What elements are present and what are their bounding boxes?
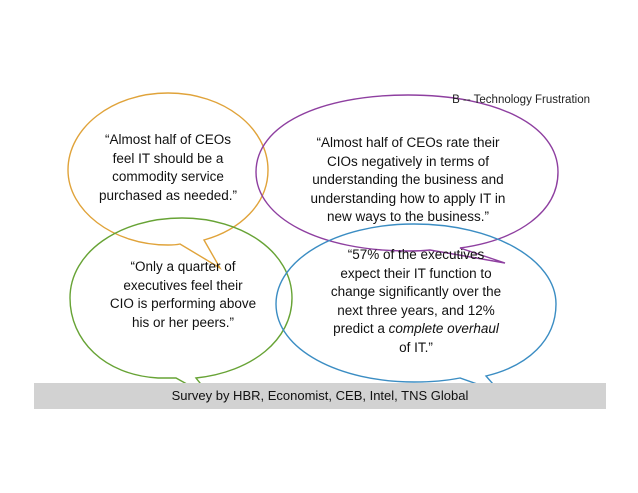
bubble-line: new ways to the business.” xyxy=(326,209,490,224)
bubble-text-percent-executives: “57% of the executives expect their IT f… xyxy=(306,246,526,357)
bubble-line: expect their IT function to xyxy=(340,265,492,281)
bubble-text-ceos-rate-cios: “Almost half of CEOs rate their CIOs neg… xyxy=(286,134,530,227)
bubble-line: executives feel their xyxy=(123,277,243,293)
footer-bar: Survey by HBR, Economist, CEB, Intel, TN… xyxy=(34,383,606,409)
bubble-line: “Only a quarter of xyxy=(130,259,236,274)
speech-bubble-blue xyxy=(275,223,557,394)
bubble-line: feel IT should be a xyxy=(112,150,224,166)
slide-title: B -- Technology Frustration xyxy=(452,94,590,106)
bubble-text-quarter-executives: “Only a quarter of executives feel their… xyxy=(88,258,278,332)
bubble-line-emphasis: predict a complete overhaul xyxy=(333,321,499,336)
bubble-line: change significantly over the xyxy=(330,284,502,299)
bubble-line: understanding how to apply IT in xyxy=(310,190,506,206)
bubble-line: “57% of the executives xyxy=(347,247,485,262)
speech-bubble-purple xyxy=(255,94,559,264)
bubble-line: understanding the business and xyxy=(312,172,504,187)
footer-source-text: Survey by HBR, Economist, CEB, Intel, TN… xyxy=(171,388,469,403)
bubble-text-ceos-commodity: “Almost half of CEOs feel IT should be a… xyxy=(80,131,256,205)
bubble-line: “Almost half of CEOs xyxy=(104,132,232,147)
bubble-line: his or her peers.” xyxy=(131,314,235,330)
bubble-line: commodity service xyxy=(112,169,224,184)
speech-bubble-green xyxy=(69,217,293,399)
bubble-line: of IT.” xyxy=(399,339,433,355)
bubble-line: “Almost half of CEOs rate their xyxy=(316,135,500,150)
speech-bubble-orange xyxy=(67,92,269,270)
bubble-line: next three years, and 12% xyxy=(337,302,495,318)
bubble-line: CIOs negatively in terms of xyxy=(326,153,490,169)
bubble-line: CIO is performing above xyxy=(109,296,257,311)
bubble-line: purchased as needed.” xyxy=(98,187,238,203)
